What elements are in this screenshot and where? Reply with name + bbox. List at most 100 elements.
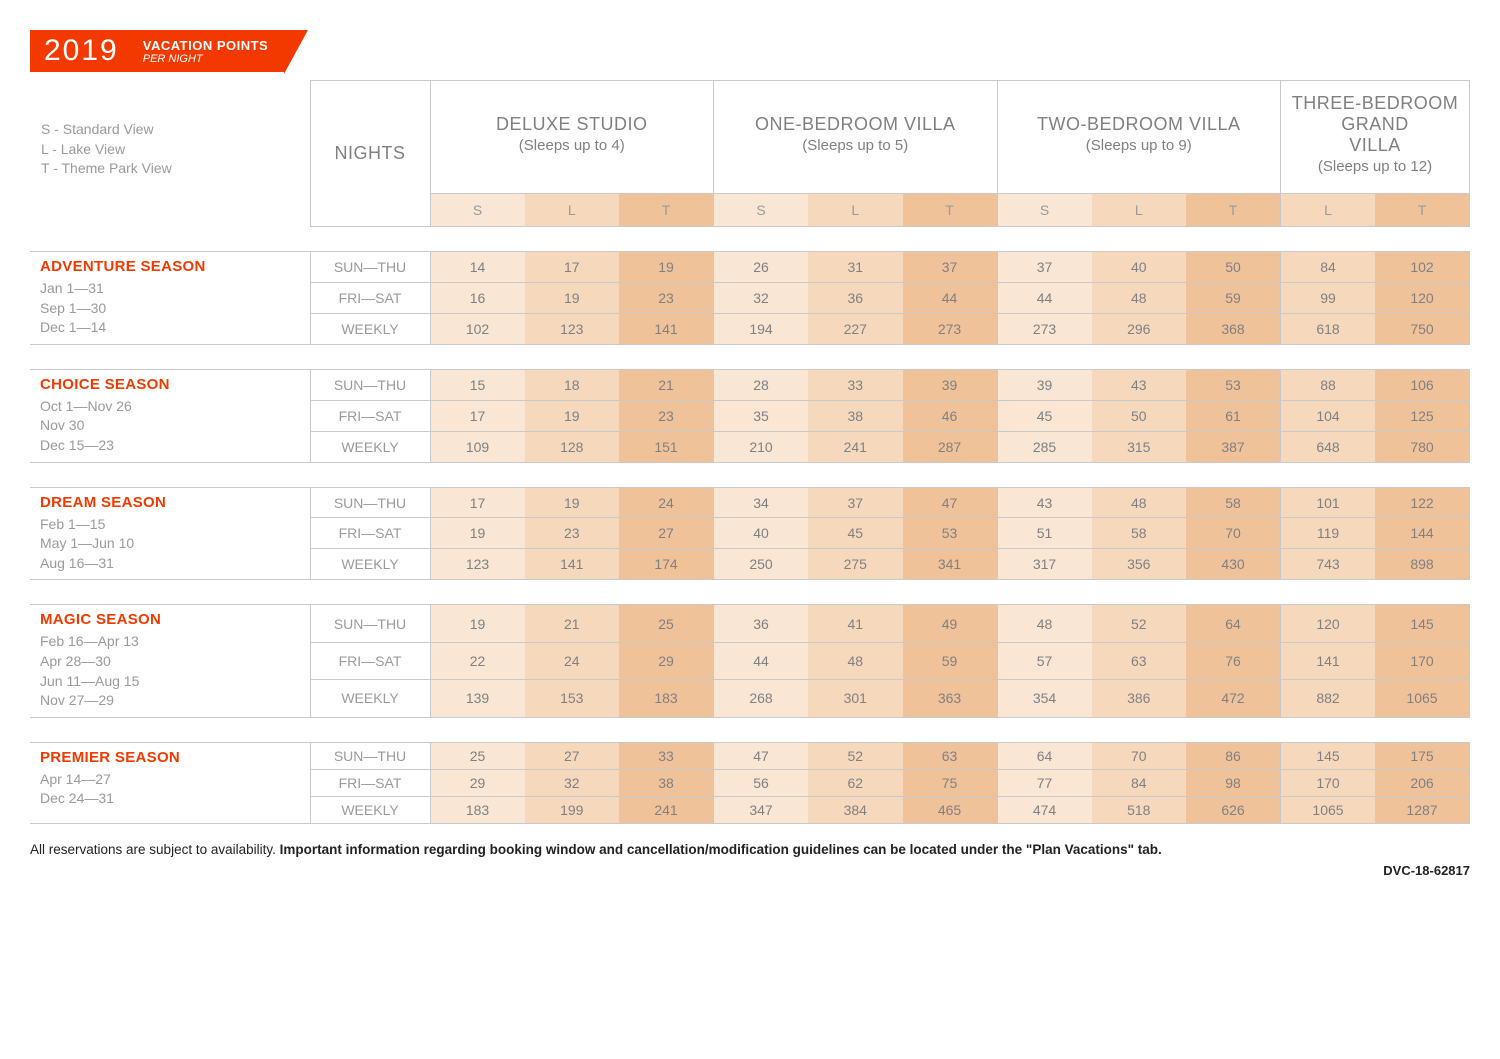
view-header: L (1092, 194, 1187, 227)
points-value: 301 (808, 680, 903, 717)
points-value: 1287 (1375, 796, 1470, 823)
points-value: 40 (714, 518, 809, 549)
points-value: 106 (1375, 369, 1470, 400)
points-value: 26 (714, 252, 809, 283)
points-value: 86 (1186, 742, 1281, 769)
points-value: 273 (997, 313, 1092, 344)
points-value: 37 (808, 487, 903, 518)
points-value: 780 (1375, 431, 1470, 462)
points-value: 47 (903, 487, 998, 518)
points-value: 882 (1281, 680, 1376, 717)
points-value: 368 (1186, 313, 1281, 344)
room-header: ONE-BEDROOM VILLA(Sleeps up to 5) (714, 81, 998, 194)
view-header: L (1281, 194, 1376, 227)
season-date: Dec 1—14 (40, 318, 310, 338)
points-value: 199 (525, 796, 620, 823)
night-label: WEEKLY (310, 796, 430, 823)
points-value: 38 (808, 400, 903, 431)
season-name: PREMIER SEASON (40, 749, 310, 766)
legend-line: L - Lake View (41, 140, 309, 160)
points-value: 102 (430, 313, 525, 344)
points-value: 151 (619, 431, 714, 462)
points-value: 88 (1281, 369, 1376, 400)
points-value: 58 (1186, 487, 1281, 518)
points-value: 16 (430, 282, 525, 313)
points-value: 123 (430, 549, 525, 580)
view-header: T (1186, 194, 1281, 227)
points-value: 84 (1092, 769, 1187, 796)
points-value: 268 (714, 680, 809, 717)
points-value: 175 (1375, 742, 1470, 769)
points-value: 75 (903, 769, 998, 796)
points-value: 37 (903, 252, 998, 283)
points-value: 57 (997, 642, 1092, 679)
night-label: SUN—THU (310, 369, 430, 400)
points-value: 70 (1092, 742, 1187, 769)
points-value: 43 (1092, 369, 1187, 400)
view-header: T (1375, 194, 1470, 227)
points-value: 194 (714, 313, 809, 344)
season-date: Apr 28—30 (40, 652, 310, 672)
season-cell: MAGIC SEASONFeb 16—Apr 13Apr 28—30Jun 11… (30, 605, 310, 717)
points-value: 59 (903, 642, 998, 679)
points-value: 44 (714, 642, 809, 679)
points-value: 750 (1375, 313, 1470, 344)
points-value: 19 (525, 282, 620, 313)
points-value: 1065 (1281, 796, 1376, 823)
points-value: 287 (903, 431, 998, 462)
points-value: 465 (903, 796, 998, 823)
footer-bold: Important information regarding booking … (280, 842, 1162, 857)
points-value: 43 (997, 487, 1092, 518)
points-value: 40 (1092, 252, 1187, 283)
points-value: 61 (1186, 400, 1281, 431)
points-value: 25 (619, 605, 714, 642)
season-name: ADVENTURE SEASON (40, 258, 310, 275)
points-value: 24 (619, 487, 714, 518)
night-label: SUN—THU (310, 742, 430, 769)
points-value: 183 (619, 680, 714, 717)
header-bar: 2019 VACATION POINTS PER NIGHT (30, 30, 1470, 72)
points-value: 363 (903, 680, 998, 717)
points-value: 39 (997, 369, 1092, 400)
season-date: Feb 16—Apr 13 (40, 632, 310, 652)
points-value: 36 (808, 282, 903, 313)
points-value: 101 (1281, 487, 1376, 518)
year-badge: 2019 (30, 30, 133, 72)
night-label: FRI—SAT (310, 400, 430, 431)
points-value: 24 (525, 642, 620, 679)
title-text: VACATION POINTS (143, 38, 268, 53)
points-value: 518 (1092, 796, 1187, 823)
points-value: 63 (1092, 642, 1187, 679)
points-value: 144 (1375, 518, 1470, 549)
points-value: 52 (1092, 605, 1187, 642)
view-header: L (525, 194, 620, 227)
room-header: DELUXE STUDIO(Sleeps up to 4) (430, 81, 714, 194)
night-label: WEEKLY (310, 680, 430, 717)
season-cell: ADVENTURE SEASONJan 1—31Sep 1—30Dec 1—14 (30, 252, 310, 345)
points-value: 210 (714, 431, 809, 462)
season-cell: DREAM SEASONFeb 1—15May 1—Jun 10Aug 16—3… (30, 487, 310, 580)
points-value: 34 (714, 487, 809, 518)
title-badge: VACATION POINTS PER NIGHT (133, 30, 284, 72)
points-value: 170 (1375, 642, 1470, 679)
legend-cell: S - Standard ViewL - Lake ViewT - Theme … (30, 81, 310, 227)
night-label: FRI—SAT (310, 282, 430, 313)
points-value: 62 (808, 769, 903, 796)
night-label: SUN—THU (310, 252, 430, 283)
points-value: 341 (903, 549, 998, 580)
view-header: S (714, 194, 809, 227)
points-value: 285 (997, 431, 1092, 462)
points-value: 35 (714, 400, 809, 431)
points-value: 52 (808, 742, 903, 769)
points-value: 23 (619, 282, 714, 313)
points-value: 29 (619, 642, 714, 679)
points-value: 51 (997, 518, 1092, 549)
season-date: Jun 11—Aug 15 (40, 672, 310, 692)
season-date: Dec 24—31 (40, 789, 310, 809)
points-value: 128 (525, 431, 620, 462)
night-label: WEEKLY (310, 549, 430, 580)
points-value: 145 (1375, 605, 1470, 642)
points-value: 145 (1281, 742, 1376, 769)
night-label: FRI—SAT (310, 642, 430, 679)
points-value: 183 (430, 796, 525, 823)
